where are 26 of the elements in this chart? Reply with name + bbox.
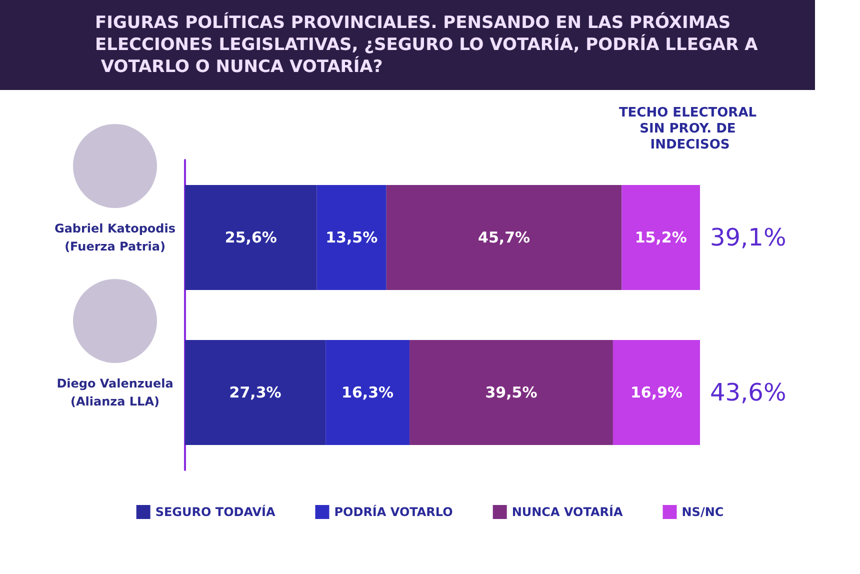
data-label: 39,5% [485,384,538,402]
data-label: 27,3% [229,384,282,402]
bar [185,340,326,445]
bar [612,340,700,445]
data-label: 45,7% [478,228,530,246]
legend-label: SEGURO TODAVÍA [155,504,276,519]
data-label: 16,3% [342,384,394,402]
legend-label: NS/NC [682,505,724,519]
bar [410,340,613,445]
legend-label: NUNCA VOTARÍA [512,504,624,519]
y-tick-label: Diego Valenzuela (Alianza LLA) [56,376,174,408]
data-label: 13,5% [326,228,378,246]
bar [185,185,317,290]
bar [386,185,622,290]
data-label: 16,9% [630,384,683,402]
text: 39,1% [710,224,786,252]
data-label: 15,2% [634,228,687,246]
text: 43,6% [710,378,786,406]
y-tick-label: Gabriel Katopodis (Fuerza Patria) [54,222,176,254]
bar [316,185,386,290]
legend-label: PODRÍA VOTARLO [334,504,453,519]
chart-title: FIGURAS POLÍTICAS PROVINCIALES. PENSANDO EN LAS PRÓXIMAS ELECCIONES LEGISLATIVAS, ¿SEGURO LO VOTARÍA, PODRÍA LLEGAR A VOTARLO O NUNCA VOTARÍA? [95,12,759,77]
text: TECHO ELECTORAL SIN PROY. DE INDECISOS [618,106,762,152]
bar [622,185,700,290]
bar [326,340,410,445]
data-label: 25,6% [224,228,277,246]
